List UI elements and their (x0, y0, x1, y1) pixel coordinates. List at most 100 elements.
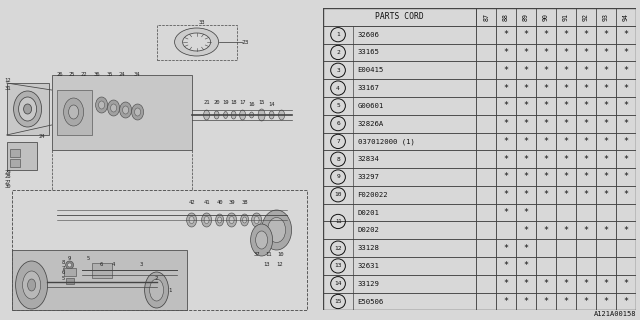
Text: *: * (524, 48, 529, 57)
Ellipse shape (63, 98, 84, 126)
Text: 33165: 33165 (358, 50, 380, 55)
Text: 14: 14 (268, 102, 275, 108)
Text: *: * (563, 66, 568, 75)
Ellipse shape (68, 105, 79, 119)
Ellipse shape (229, 217, 234, 223)
Bar (10, 149, 20, 157)
Text: 12: 12 (276, 262, 283, 268)
Text: *: * (504, 119, 509, 128)
Text: 34: 34 (133, 73, 140, 77)
Text: *: * (623, 66, 628, 75)
Text: *: * (524, 208, 529, 217)
Text: 27: 27 (4, 180, 11, 185)
Ellipse shape (13, 91, 42, 127)
Bar (56, 90, 92, 135)
Text: *: * (623, 190, 628, 199)
Text: *: * (504, 208, 509, 217)
Text: 037012000 (1): 037012000 (1) (358, 138, 415, 145)
Text: *: * (563, 30, 568, 39)
Ellipse shape (251, 224, 273, 256)
Text: *: * (603, 84, 608, 92)
Text: E00415: E00415 (358, 67, 384, 73)
Ellipse shape (150, 279, 164, 301)
Text: 18: 18 (230, 100, 237, 105)
Text: 4: 4 (112, 262, 115, 268)
Text: *: * (623, 48, 628, 57)
Text: *: * (524, 261, 529, 270)
Ellipse shape (182, 33, 211, 51)
Text: *: * (623, 226, 628, 235)
Text: *: * (563, 137, 568, 146)
Text: 12: 12 (4, 77, 11, 83)
Text: 19: 19 (222, 100, 229, 105)
Ellipse shape (269, 111, 274, 119)
Text: *: * (583, 279, 588, 288)
Ellipse shape (187, 213, 196, 227)
Text: *: * (583, 226, 588, 235)
Text: *: * (504, 279, 509, 288)
Text: *: * (563, 84, 568, 92)
Text: *: * (504, 137, 509, 146)
Text: *: * (563, 297, 568, 306)
Text: 16: 16 (248, 102, 255, 108)
Text: *: * (504, 101, 509, 110)
Text: *: * (563, 226, 568, 235)
Text: D0202: D0202 (358, 227, 380, 233)
Text: 10: 10 (334, 192, 342, 197)
Ellipse shape (204, 110, 209, 120)
Text: 26: 26 (56, 73, 63, 77)
Ellipse shape (262, 210, 292, 250)
Text: *: * (524, 244, 529, 253)
Text: 94: 94 (623, 13, 628, 21)
Text: 33128: 33128 (358, 245, 380, 251)
Text: *: * (563, 190, 568, 199)
Text: *: * (504, 190, 509, 199)
Text: 2: 2 (336, 50, 340, 55)
Text: 33: 33 (198, 20, 205, 26)
Text: 42: 42 (188, 199, 195, 204)
Text: *: * (563, 172, 568, 181)
Bar (92, 263, 111, 278)
Bar (157, 25, 237, 60)
Ellipse shape (123, 106, 129, 114)
Text: 13: 13 (263, 262, 270, 268)
Text: 8: 8 (336, 157, 340, 162)
Text: 2: 2 (155, 276, 158, 281)
Text: 31: 31 (4, 85, 11, 91)
Text: *: * (583, 137, 588, 146)
Ellipse shape (189, 217, 194, 223)
Text: 36: 36 (93, 73, 100, 77)
Circle shape (65, 261, 74, 269)
Text: *: * (583, 84, 588, 92)
Text: 11: 11 (335, 219, 341, 224)
Text: *: * (603, 279, 608, 288)
Text: 93: 93 (603, 13, 609, 21)
Text: *: * (524, 84, 529, 92)
Text: *: * (504, 48, 509, 57)
Text: *: * (543, 155, 548, 164)
Text: 5: 5 (87, 255, 90, 260)
Text: *: * (583, 297, 588, 306)
Text: *: * (543, 279, 548, 288)
Text: *: * (603, 30, 608, 39)
Text: *: * (524, 172, 529, 181)
Text: *: * (563, 101, 568, 110)
Text: 3: 3 (140, 262, 143, 268)
Text: 25: 25 (68, 73, 75, 77)
Text: 11: 11 (266, 252, 272, 258)
Text: *: * (623, 101, 628, 110)
Text: *: * (583, 48, 588, 57)
Ellipse shape (243, 217, 246, 223)
Text: *: * (543, 48, 548, 57)
Text: *: * (543, 66, 548, 75)
Text: *: * (563, 48, 568, 57)
Text: 15: 15 (259, 100, 265, 105)
Text: *: * (583, 190, 588, 199)
Text: PARTS CORD: PARTS CORD (375, 12, 424, 21)
Text: *: * (504, 297, 509, 306)
Text: 13: 13 (334, 263, 342, 268)
Text: *: * (543, 101, 548, 110)
Ellipse shape (268, 218, 285, 243)
Text: *: * (623, 137, 628, 146)
Ellipse shape (15, 261, 47, 309)
